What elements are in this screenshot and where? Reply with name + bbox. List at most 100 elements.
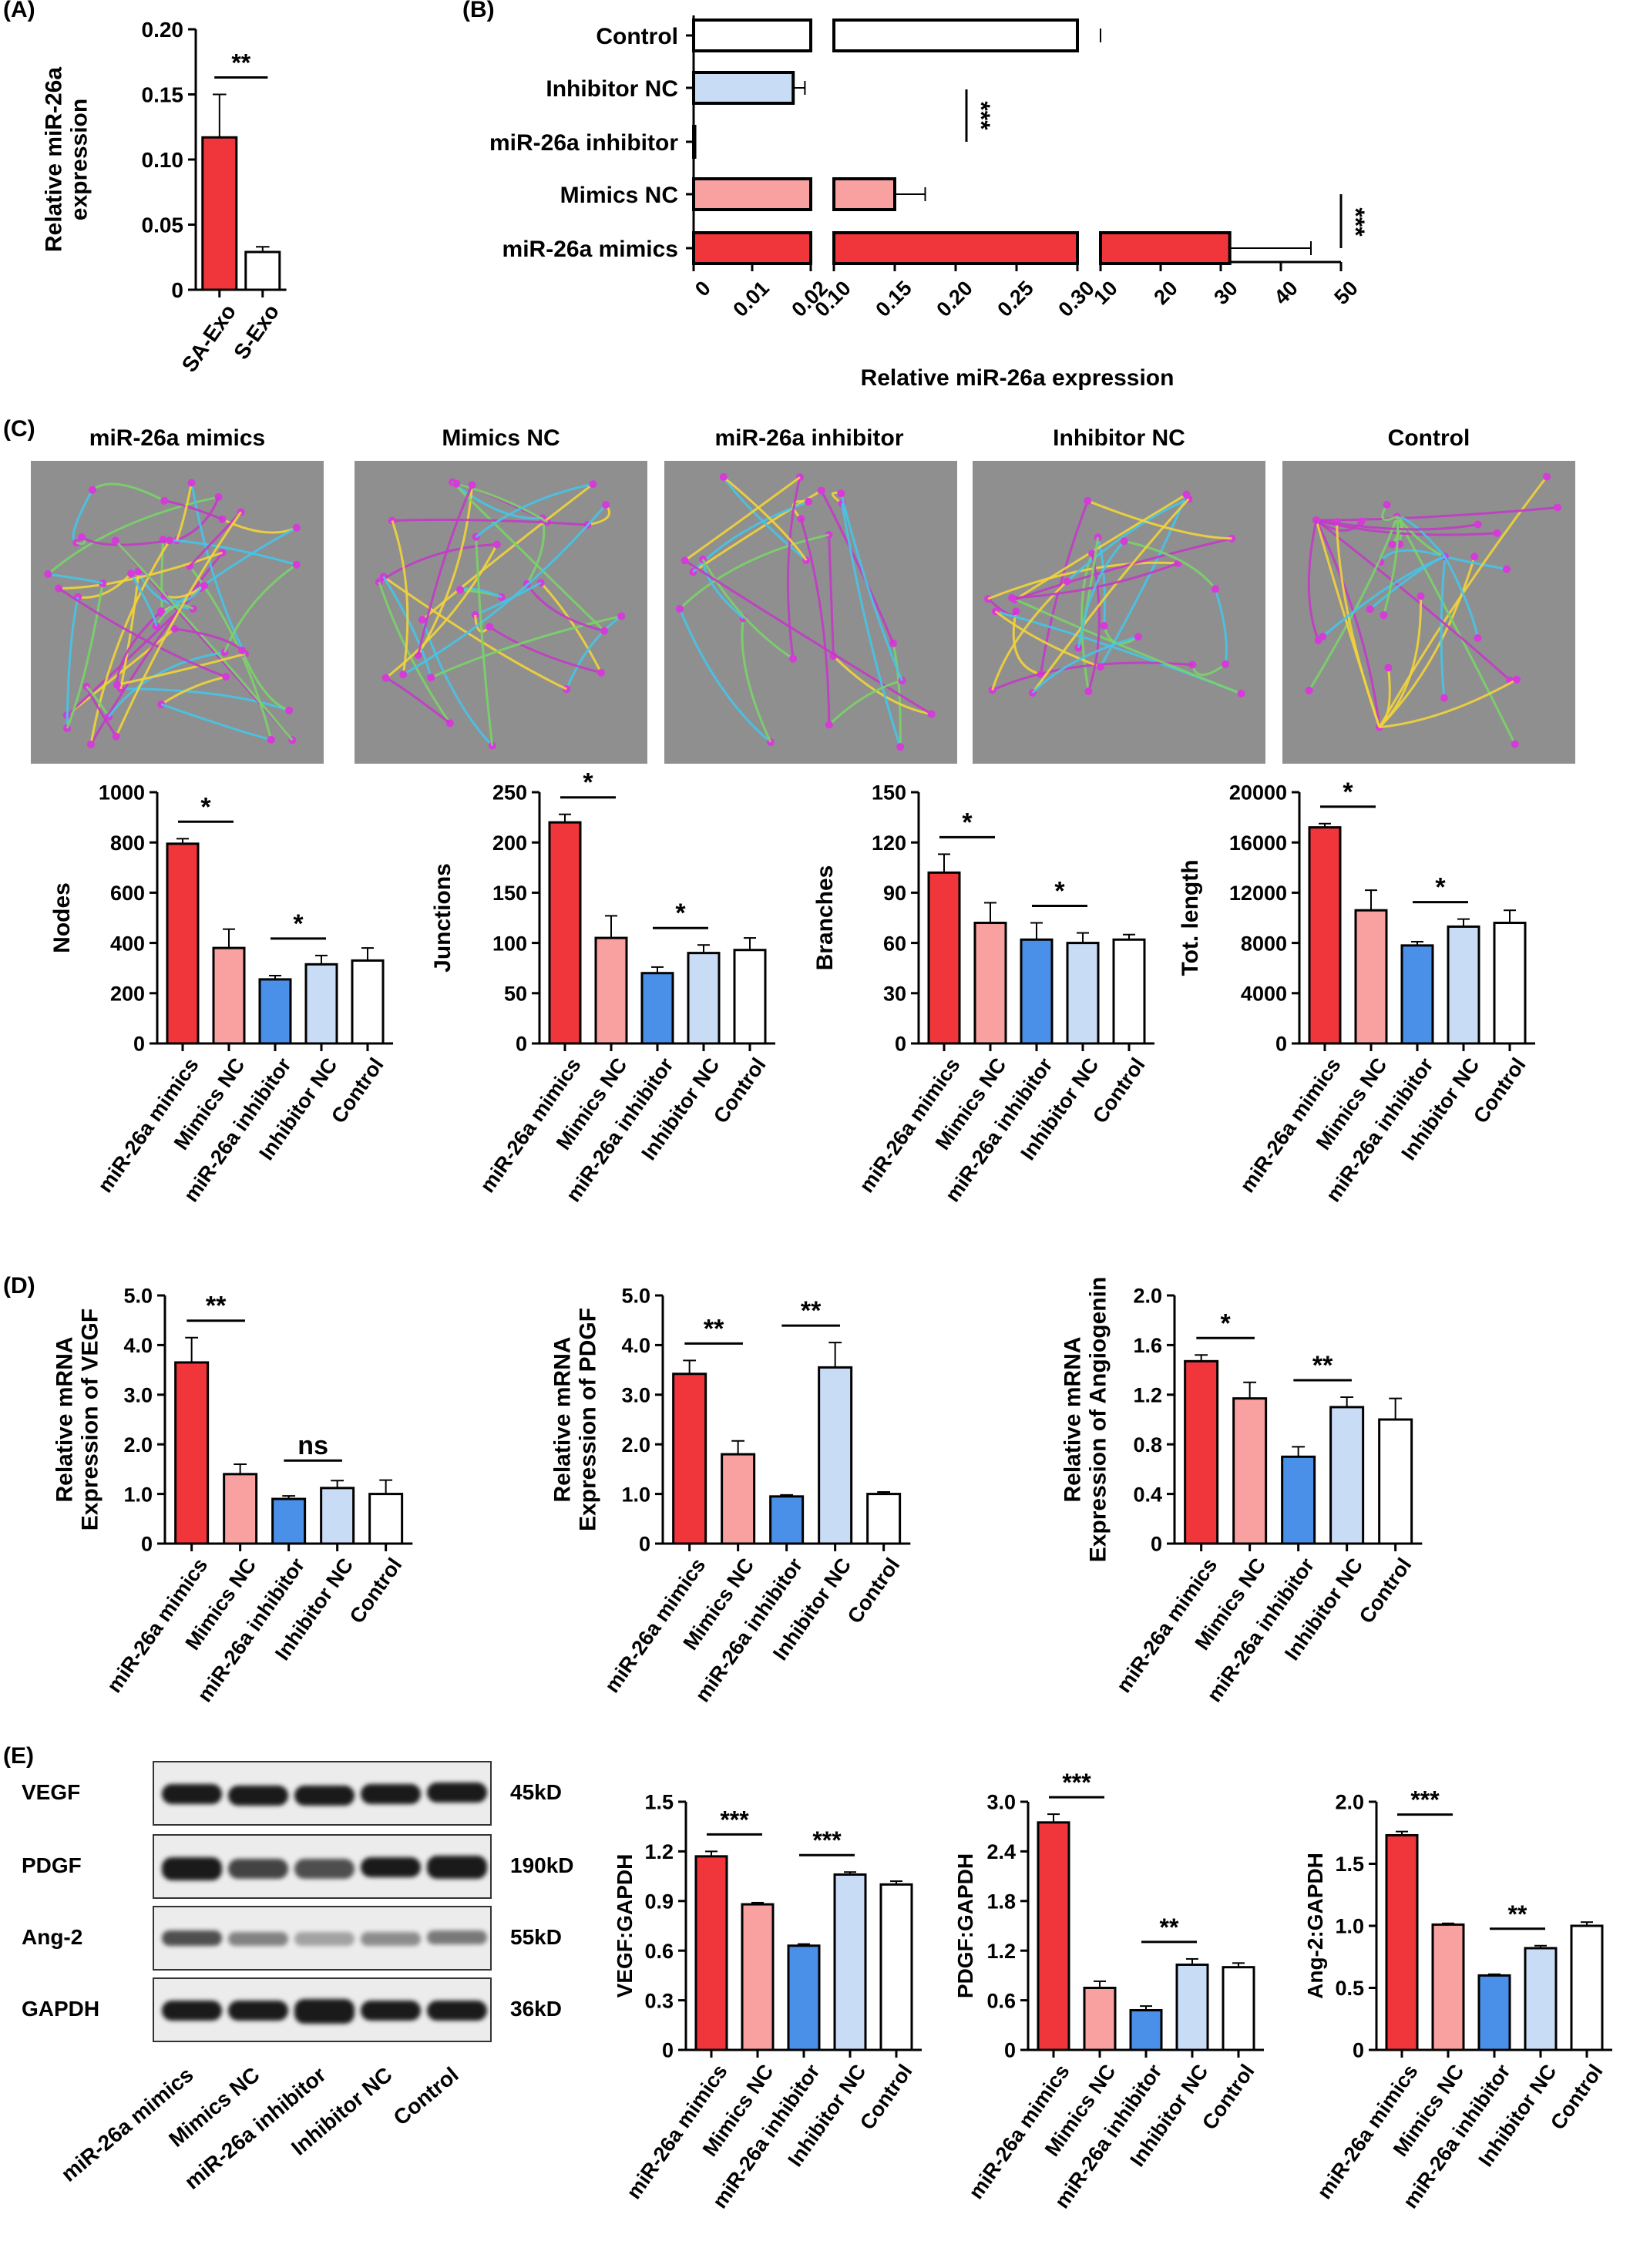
tube-node (825, 721, 833, 729)
bar (733, 949, 767, 1045)
bar (1329, 1406, 1365, 1545)
bar (1083, 1987, 1117, 2051)
significance-label: ** (704, 1314, 724, 1343)
tube-segment (701, 559, 744, 620)
panel-label-d: (D) (3, 1273, 35, 1299)
y-tick-label: 2.0 (621, 1433, 650, 1457)
tube-segment (1012, 610, 1041, 676)
blot-lane-label: Control (389, 2062, 463, 2130)
bar (866, 1493, 902, 1545)
chart-D3: 0 0.4 0.8 1.2 1.6 2.0 Relative mRNAExpression … (1060, 1277, 1423, 1706)
bar (692, 231, 812, 265)
tube-segment (722, 475, 808, 561)
tube-node (44, 570, 52, 579)
micro-title-2: Mimics NC (442, 425, 560, 451)
x-tick-label: 0.30 (1054, 277, 1098, 321)
tube-segment (163, 538, 297, 566)
tube-segment (58, 587, 227, 678)
tube-node (927, 710, 936, 718)
tube-node (418, 616, 427, 624)
tube-segment (382, 576, 567, 690)
tube-segment (539, 582, 603, 674)
tube-node (1084, 687, 1093, 696)
tube-segment (77, 573, 133, 599)
tube-node (597, 668, 606, 677)
tube-node (1554, 503, 1562, 512)
y-tick-label: 3.0 (621, 1384, 650, 1407)
bar (640, 972, 674, 1045)
tube-node (600, 627, 609, 635)
tube-node (160, 592, 169, 600)
significance-label: ** (1160, 1914, 1179, 1941)
x-tick-label: 20 (1149, 277, 1181, 309)
tube-node (1094, 533, 1102, 542)
tube-segment (1443, 556, 1479, 639)
y-tick-label: 0.20 (142, 18, 184, 42)
tube-node (1063, 577, 1071, 586)
tube-segment (526, 518, 546, 585)
bar (832, 177, 896, 211)
significance-label: ** (231, 49, 250, 77)
bar (1570, 1924, 1604, 2051)
tube-segment (1440, 556, 1447, 698)
chart-D2: 0 1.0 2.0 3.0 4.0 5.0 Relative mRNAExpression … (550, 1285, 911, 1706)
tube-image-inhibitor-nc (973, 461, 1265, 764)
tube-node (1474, 520, 1482, 529)
y-tick-label: 400 (110, 932, 145, 955)
x-tick-label: SA-Exo (177, 300, 241, 376)
tube-node (88, 486, 96, 494)
significance-label: *** (1342, 207, 1369, 237)
y-tick-label: 16000 (1229, 832, 1287, 855)
x-tick-label: 50 (1329, 277, 1362, 309)
y-tick-label: 0.5 (1335, 1977, 1364, 2000)
tube-node (292, 560, 301, 569)
bar (1431, 1923, 1465, 2051)
tube-node (1512, 675, 1521, 684)
bar (692, 177, 812, 211)
significance-label: ns (297, 1431, 328, 1460)
tube-segment (1316, 519, 1511, 681)
y-axis-label-line: Tot. length (1178, 859, 1203, 976)
micro-title-5: Control (1387, 425, 1470, 451)
tube-segment (91, 482, 165, 502)
y-tick-label: 2.0 (123, 1433, 153, 1457)
chart-A: 0 0.05 0.10 0.15 0.20 Relative miR-26aexpress… (42, 18, 287, 376)
tube-segment (107, 650, 225, 717)
tube-node (1493, 529, 1501, 537)
tube-segment (1391, 516, 1403, 546)
y-axis-label-line: Expression of PDGF (576, 1308, 601, 1531)
tube-segment (1307, 519, 1320, 641)
y-tick-label: 0.6 (644, 1940, 674, 1963)
tube-node (157, 607, 166, 616)
blot-label-ang2: Ang-2 (22, 1925, 83, 1949)
tube-segment (1012, 562, 1178, 600)
tube-segment (81, 536, 170, 546)
y-tick-label: 1.6 (1133, 1334, 1162, 1357)
tube-segment (475, 536, 494, 746)
bar (1524, 1947, 1558, 2051)
y-tick-label: 0.6 (986, 1989, 1016, 2012)
tube-segment (1031, 498, 1190, 694)
tube-segment (161, 526, 297, 615)
tube-segment (1066, 498, 1189, 583)
tube-segment (841, 502, 902, 748)
y-tick-label: 20000 (1229, 781, 1287, 805)
tube-segment (59, 551, 223, 590)
bar (368, 1493, 404, 1545)
bar (1400, 944, 1434, 1045)
tube-segment (678, 608, 771, 744)
tube-node (1384, 664, 1393, 672)
tube-image-mimics-nc (355, 461, 647, 764)
y-axis-label-line: Ang-2:GAPDH (1303, 1853, 1327, 1999)
bar (741, 1903, 775, 2051)
tube-segment (1077, 540, 1125, 648)
y-tick-label: 0 (1151, 1533, 1162, 1556)
tube-segment (160, 675, 227, 706)
y-axis-label-line: Expression of VEGF (78, 1309, 103, 1530)
significance-label: *** (720, 1806, 749, 1833)
tube-network-graphic (44, 479, 301, 748)
tube-node (1084, 496, 1092, 505)
tube-segment (1379, 678, 1517, 729)
